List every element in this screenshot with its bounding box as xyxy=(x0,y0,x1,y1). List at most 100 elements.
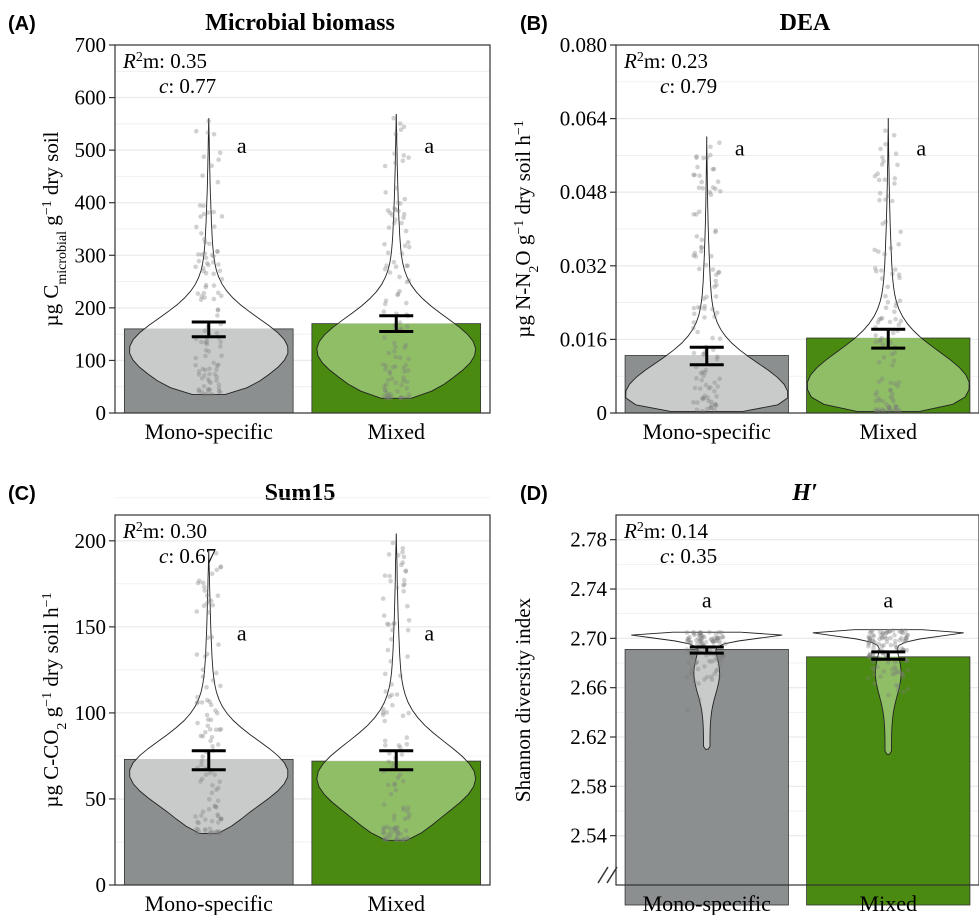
data-point xyxy=(194,224,199,230)
data-point xyxy=(383,363,389,369)
data-point xyxy=(201,211,207,217)
data-point xyxy=(694,647,700,652)
data-point xyxy=(214,670,219,676)
data-point xyxy=(386,225,392,230)
data-point xyxy=(699,377,704,383)
data-point xyxy=(403,342,409,348)
data-point xyxy=(215,593,221,598)
data-point xyxy=(395,775,401,780)
data-point xyxy=(896,242,901,247)
data-point xyxy=(403,568,409,573)
data-point xyxy=(896,272,902,278)
y-tick-label: 2.74 xyxy=(570,577,607,601)
data-point xyxy=(872,681,877,686)
data-point xyxy=(717,336,723,342)
data-point xyxy=(387,371,393,376)
data-point xyxy=(883,293,888,299)
data-point xyxy=(393,824,399,830)
data-point xyxy=(385,647,391,653)
data-point xyxy=(203,772,209,777)
y-tick-label: 500 xyxy=(75,138,107,162)
data-point xyxy=(383,367,388,372)
data-point xyxy=(203,255,209,261)
data-point xyxy=(867,637,873,642)
data-point xyxy=(406,368,411,373)
data-point xyxy=(702,303,707,309)
data-point xyxy=(208,717,214,723)
data-point xyxy=(693,661,698,666)
data-point xyxy=(217,727,222,732)
data-point xyxy=(395,388,400,394)
data-point xyxy=(402,243,408,248)
data-point xyxy=(894,404,899,410)
data-point xyxy=(391,817,397,822)
data-point xyxy=(887,629,893,634)
data-point xyxy=(882,251,887,257)
data-point xyxy=(714,635,719,641)
data-point xyxy=(210,678,216,683)
data-point xyxy=(201,290,207,296)
c-stat: c: 0.67 xyxy=(159,544,216,568)
data-point xyxy=(381,393,387,399)
data-point xyxy=(894,404,899,410)
data-point xyxy=(402,345,408,350)
data-point xyxy=(392,206,397,211)
data-point xyxy=(873,407,878,412)
data-point xyxy=(708,192,714,197)
data-point xyxy=(698,370,704,376)
data-point xyxy=(717,638,722,643)
data-point xyxy=(200,580,206,585)
data-point xyxy=(890,628,896,633)
panel-title: Sum15 xyxy=(265,480,336,506)
data-point xyxy=(879,407,885,412)
data-point xyxy=(214,363,220,369)
data-point xyxy=(705,406,710,412)
data-point xyxy=(389,682,394,687)
data-point xyxy=(382,266,388,272)
data-point xyxy=(890,330,896,336)
data-point xyxy=(696,636,701,641)
data-point xyxy=(714,310,720,316)
data-point xyxy=(395,832,400,838)
data-point xyxy=(867,630,873,636)
data-point xyxy=(395,200,401,205)
data-point xyxy=(205,723,211,729)
data-point xyxy=(395,829,400,834)
data-point xyxy=(202,373,207,378)
data-point xyxy=(685,638,690,644)
data-point xyxy=(215,710,220,716)
data-point xyxy=(196,829,202,834)
data-point xyxy=(882,177,888,182)
data-point xyxy=(381,802,387,807)
data-point xyxy=(867,653,872,658)
data-point xyxy=(404,835,410,841)
data-point xyxy=(406,618,412,623)
data-point xyxy=(199,294,204,299)
data-point xyxy=(196,258,202,264)
data-point xyxy=(196,252,201,257)
data-point xyxy=(890,363,895,368)
data-point xyxy=(213,830,218,835)
data-point xyxy=(388,578,393,584)
data-point xyxy=(401,211,407,217)
data-point xyxy=(880,631,885,636)
data-point xyxy=(871,667,877,672)
data-point xyxy=(397,121,403,126)
data-point xyxy=(720,634,726,640)
data-point xyxy=(693,660,698,665)
data-point xyxy=(892,381,898,386)
data-point xyxy=(401,837,407,842)
data-point xyxy=(888,245,894,251)
y-tick-label: 0.016 xyxy=(560,327,607,351)
data-point xyxy=(401,805,406,811)
data-point xyxy=(883,128,888,133)
data-point xyxy=(876,249,881,254)
data-point xyxy=(204,261,210,266)
data-point xyxy=(890,671,895,677)
data-point xyxy=(387,210,393,216)
data-point xyxy=(689,655,695,660)
data-point xyxy=(708,144,713,150)
y-tick-label: 0.032 xyxy=(560,254,607,278)
data-point xyxy=(400,837,405,842)
data-point xyxy=(692,250,698,256)
